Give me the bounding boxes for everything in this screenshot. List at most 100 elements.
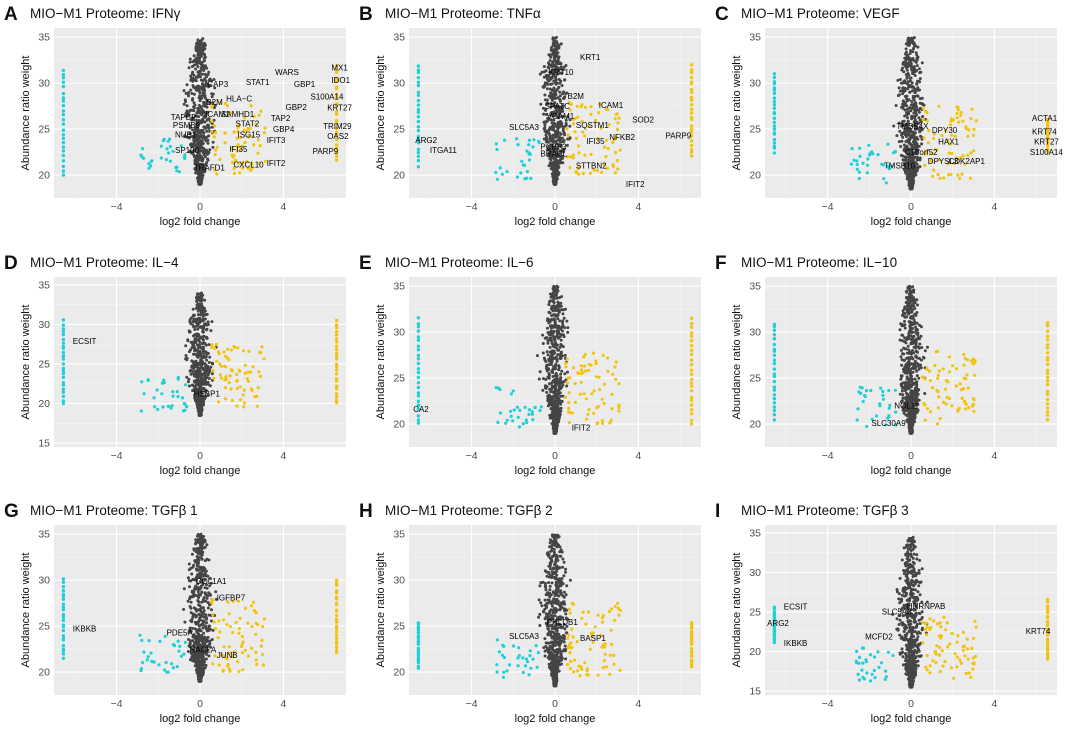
point-up-lane [689, 321, 694, 326]
point-unchanged [547, 145, 551, 148]
point-up [584, 369, 588, 373]
point-unchanged [557, 304, 561, 308]
point-unchanged [565, 384, 569, 388]
panel-title: MIO−M1 Proteome: TNFα [385, 6, 541, 21]
point-unchanged [915, 408, 918, 412]
point-up-lane [689, 384, 694, 388]
point-up-lane [334, 68, 339, 72]
point-unchanged [547, 303, 551, 307]
point-unchanged [553, 81, 557, 85]
point-unchanged [553, 50, 557, 53]
point-up [606, 356, 610, 360]
y-tick-label: 30 [393, 78, 405, 90]
point-down [159, 144, 163, 148]
point-unchanged [915, 361, 919, 365]
point-unchanged [192, 54, 196, 58]
gene-label: KRT10 [549, 68, 574, 77]
point-down-lane [61, 84, 66, 89]
point-unchanged [549, 363, 553, 366]
point-unchanged [917, 116, 921, 120]
point-unchanged [919, 120, 923, 124]
point-up [223, 378, 227, 382]
point-unchanged [195, 118, 199, 122]
point-unchanged [551, 294, 555, 297]
point-down-lane [772, 86, 777, 90]
point-up [246, 379, 250, 383]
point-unchanged [901, 106, 905, 110]
x-tick-label: 4 [992, 450, 998, 462]
point-unchanged [559, 338, 563, 342]
point-unchanged [552, 125, 556, 129]
point-unchanged [194, 324, 198, 328]
point-unchanged [199, 105, 203, 109]
gene-label: TAP2 [271, 114, 291, 123]
point-down [160, 392, 164, 396]
point-unchanged [203, 102, 207, 106]
point-unchanged [901, 158, 905, 162]
y-tick-label: 30 [38, 78, 50, 90]
point-unchanged [905, 75, 909, 79]
point-up-lane [689, 148, 694, 152]
point-up [223, 131, 227, 135]
point-down-lane [416, 68, 421, 72]
point-up [587, 408, 591, 412]
point-up [604, 155, 608, 159]
point-up [959, 110, 963, 114]
point-unchanged [191, 128, 195, 132]
point-up [238, 136, 243, 140]
point-up [256, 386, 260, 390]
point-up [589, 105, 593, 109]
point-down [527, 412, 531, 416]
point-unchanged [557, 364, 561, 368]
point-unchanged [207, 343, 211, 347]
point-up [616, 167, 620, 171]
point-unchanged [548, 59, 552, 63]
point-down-lane [61, 153, 66, 158]
point-unchanged [918, 77, 922, 81]
point-unchanged [209, 329, 213, 333]
point-unchanged [206, 117, 210, 121]
point-unchanged [560, 333, 564, 337]
point-unchanged [546, 353, 550, 357]
point-unchanged [553, 374, 557, 378]
point-unchanged [560, 399, 564, 403]
point-unchanged [908, 76, 912, 80]
point-unchanged [563, 353, 567, 357]
point-unchanged [545, 350, 549, 354]
point-unchanged [542, 377, 545, 381]
point-down-lane [772, 96, 777, 100]
point-unchanged [198, 164, 202, 167]
point-unchanged [203, 72, 207, 76]
point-down [140, 380, 144, 384]
point-unchanged [199, 374, 203, 378]
point-up [611, 164, 616, 168]
point-unchanged [195, 134, 199, 138]
point-up [601, 353, 605, 357]
point-down [509, 392, 513, 396]
point-unchanged [203, 378, 207, 382]
point-unchanged [185, 104, 189, 108]
point-unchanged [905, 41, 909, 45]
gene-label: PARP9 [666, 131, 692, 140]
point-up [577, 151, 581, 155]
point-unchanged [913, 307, 917, 311]
gene-label: SLC5A3 [509, 123, 539, 132]
point-unchanged [555, 296, 559, 300]
point-up-lane [689, 331, 694, 335]
point-down [508, 409, 513, 413]
point-unchanged [198, 398, 202, 402]
point-down-lane [416, 93, 421, 98]
point-unchanged [918, 101, 922, 105]
point-unchanged [198, 336, 202, 339]
point-down [171, 390, 175, 394]
gene-label: IFIT2 [626, 180, 645, 189]
point-up [241, 349, 245, 353]
point-unchanged [558, 149, 562, 153]
point-unchanged [545, 363, 549, 367]
point-down-lane [61, 387, 66, 391]
point-up [223, 397, 228, 401]
point-unchanged [566, 370, 569, 374]
point-up [585, 417, 589, 421]
point-down-lane [61, 399, 66, 403]
point-down-lane [61, 371, 66, 376]
